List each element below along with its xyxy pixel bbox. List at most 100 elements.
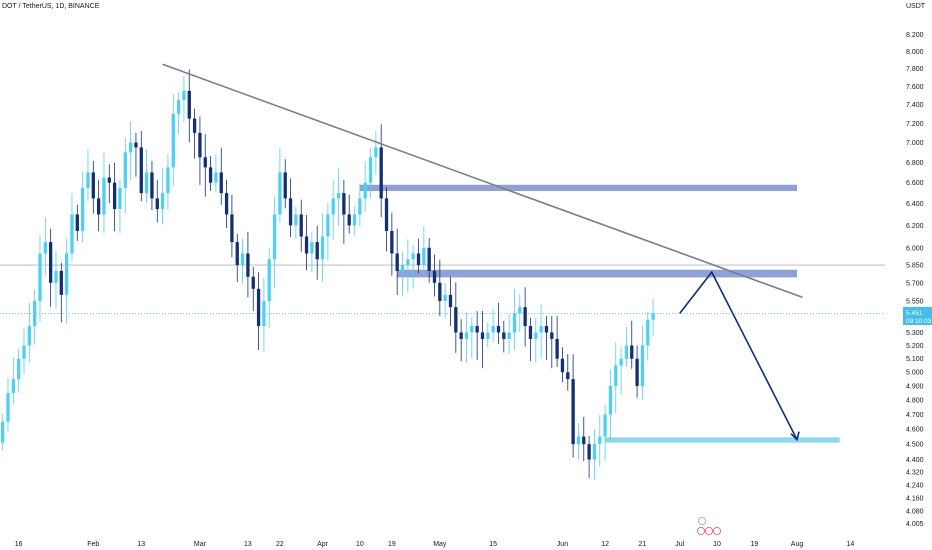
candle[interactable] (160, 168, 165, 225)
candle[interactable] (422, 226, 426, 276)
candle[interactable] (539, 304, 543, 359)
candle[interactable] (112, 162, 117, 232)
candle[interactable] (38, 235, 42, 322)
candle[interactable] (203, 134, 207, 197)
candle[interactable] (619, 347, 623, 395)
candle[interactable] (304, 214, 309, 271)
candle[interactable] (454, 282, 458, 353)
candle[interactable] (582, 416, 586, 462)
candle[interactable] (416, 238, 421, 274)
candle[interactable] (214, 154, 218, 193)
candle[interactable] (603, 404, 607, 461)
candle[interactable] (651, 298, 655, 337)
candle[interactable] (96, 180, 101, 232)
candle[interactable] (470, 317, 474, 359)
candle[interactable] (118, 179, 122, 234)
candle[interactable] (507, 314, 511, 355)
candle[interactable] (635, 345, 639, 398)
candle[interactable] (326, 202, 330, 261)
candle[interactable] (518, 293, 522, 333)
candle[interactable] (560, 347, 565, 383)
candle[interactable] (123, 137, 127, 214)
candle[interactable] (406, 239, 410, 293)
candle[interactable] (219, 147, 223, 205)
candle[interactable] (128, 121, 133, 180)
candle[interactable] (299, 199, 303, 252)
candle[interactable] (347, 194, 351, 234)
candle[interactable] (630, 320, 634, 369)
candle[interactable] (208, 155, 213, 191)
event-markers[interactable] (697, 517, 722, 536)
candle[interactable] (443, 283, 447, 318)
candle[interactable] (528, 317, 533, 362)
candle[interactable] (598, 415, 602, 467)
candle[interactable] (86, 149, 90, 202)
candle[interactable] (352, 206, 357, 236)
candle[interactable] (272, 196, 277, 289)
candle[interactable] (459, 319, 463, 362)
candle[interactable] (400, 251, 405, 297)
candle[interactable] (6, 378, 10, 432)
candle[interactable] (1, 413, 5, 451)
candle[interactable] (640, 325, 645, 400)
candle[interactable] (278, 147, 282, 223)
candle[interactable] (11, 357, 15, 405)
candle[interactable] (150, 160, 154, 211)
candle[interactable] (235, 233, 239, 282)
candle[interactable] (294, 206, 298, 239)
candle[interactable] (646, 311, 650, 361)
candle[interactable] (592, 429, 597, 480)
candle[interactable] (550, 315, 554, 369)
candle[interactable] (587, 436, 591, 479)
candle[interactable] (512, 288, 517, 350)
candle[interactable] (310, 232, 314, 273)
flash-icon[interactable] (698, 517, 707, 526)
candle[interactable] (166, 154, 170, 211)
candle[interactable] (267, 247, 271, 329)
candle[interactable] (27, 302, 31, 363)
candle[interactable] (374, 130, 378, 175)
candle[interactable] (576, 423, 581, 460)
candle[interactable] (192, 108, 197, 159)
candle[interactable] (608, 369, 613, 441)
descending-trendline[interactable] (162, 63, 803, 299)
candle[interactable] (358, 183, 362, 227)
candle[interactable] (411, 245, 415, 289)
candle[interactable] (331, 180, 335, 241)
candle[interactable] (448, 276, 453, 326)
candle[interactable] (155, 180, 159, 223)
candle[interactable] (379, 124, 383, 218)
candle[interactable] (464, 312, 469, 363)
dividends-icon[interactable] (705, 527, 714, 536)
resistance-zone-lower[interactable] (397, 269, 798, 278)
candle[interactable] (59, 262, 63, 323)
candle[interactable] (22, 328, 26, 374)
candle[interactable] (544, 316, 549, 360)
candle[interactable] (502, 320, 506, 353)
candle[interactable] (390, 212, 394, 276)
support-zone[interactable] (605, 437, 840, 443)
candle[interactable] (240, 238, 245, 284)
candle[interactable] (288, 178, 293, 238)
candle[interactable] (315, 225, 319, 280)
candle[interactable] (283, 159, 287, 209)
candle[interactable] (107, 164, 111, 204)
time-axis[interactable]: 16 Feb 13 Mar 13 22 Apr 10 19 May 15 Jun 12 21 Jul 10 19… (15, 541, 855, 548)
candle[interactable] (534, 317, 538, 363)
candle[interactable] (43, 217, 47, 276)
candle[interactable] (363, 161, 367, 212)
candle[interactable] (336, 168, 341, 226)
candle[interactable] (17, 348, 21, 393)
candle[interactable] (70, 192, 74, 262)
candle[interactable] (438, 259, 442, 317)
candle[interactable] (134, 132, 138, 177)
candle[interactable] (80, 171, 85, 243)
candle[interactable] (75, 204, 79, 241)
candle[interactable] (251, 266, 255, 312)
candle[interactable] (491, 309, 495, 343)
candle[interactable] (342, 179, 346, 244)
candle[interactable] (475, 311, 479, 360)
candle[interactable] (432, 254, 437, 297)
candle[interactable] (198, 116, 202, 185)
plot-area[interactable] (0, 63, 885, 480)
